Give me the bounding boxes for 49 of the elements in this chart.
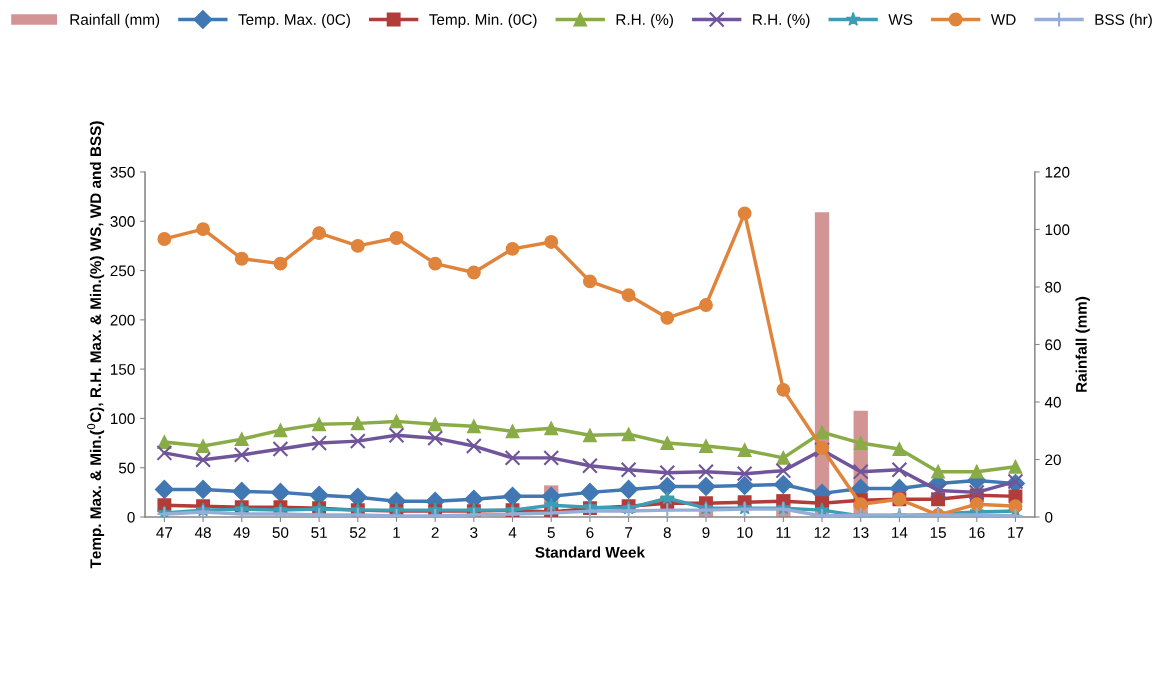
y2-tick-label: 60 [1045, 339, 1061, 351]
y2-tick-label: 0 [1045, 511, 1053, 523]
y-tick-label: 350 [110, 166, 135, 178]
y-tick-label: 300 [110, 216, 135, 227]
legend-label: R.H. (%) [616, 13, 673, 28]
x-tick-label: 14 [892, 527, 908, 538]
x-tick-label: 6 [586, 527, 594, 538]
x-axis-title: Standard Week [535, 546, 645, 558]
y2-tick-label: 100 [1045, 224, 1070, 236]
legend-label: R.H. (%) [753, 13, 810, 28]
x-tick-label: 12 [814, 527, 830, 538]
legend-label: WS [888, 14, 913, 25]
y2-tick-label: 20 [1045, 454, 1061, 466]
x-tick-label: 11 [776, 527, 791, 538]
y2-tick-label: 120 [1045, 166, 1070, 178]
x-tick-label: 17 [1008, 527, 1024, 538]
legend-label: Rainfall (mm) [70, 13, 160, 28]
y-tick-label: 50 [118, 462, 135, 474]
x-tick-label: 7 [625, 527, 633, 538]
x-tick-label: 51 [311, 527, 327, 538]
y-tick-label: 250 [110, 265, 135, 277]
x-tick-label: 16 [969, 527, 985, 538]
y2-tick-label: 80 [1045, 281, 1061, 293]
legend-label: Temp. Min. (0C) [429, 13, 537, 28]
legend-label: WD [990, 14, 1016, 25]
legend-label: BSS (hr) [1095, 13, 1152, 28]
x-tick-label: 5 [547, 527, 555, 538]
x-tick-label: 9 [702, 527, 710, 538]
x-tick-label: 1 [393, 527, 400, 538]
x-tick-label: 48 [194, 527, 211, 538]
legend-label: Temp. Max. (0C) [238, 13, 350, 28]
y-tick-label: 200 [110, 314, 135, 326]
x-tick-label: 50 [272, 527, 289, 538]
x-tick-label: 2 [431, 527, 439, 538]
x-tick-label: 47 [156, 527, 173, 538]
x-tick-label: 3 [470, 527, 478, 538]
x-tick-label: 52 [349, 527, 366, 538]
x-tick-label: 15 [930, 527, 946, 538]
y-tick-label: 0 [127, 511, 135, 523]
x-tick-label: 49 [233, 527, 250, 538]
y-tick-label: 100 [110, 413, 135, 425]
y-tick-label: 150 [110, 364, 135, 375]
y2-tick-label: 40 [1044, 396, 1061, 408]
y2-axis-title: Rainfall (mm) [1075, 296, 1090, 392]
x-tick-label: 4 [508, 527, 517, 538]
x-tick-label: 8 [663, 527, 671, 538]
y-axis-title: Temp. Max. & Min.($^{0}$C), R.H. Max. & Min.(%) WS, WD and BSS) [87, 121, 105, 569]
x-tick-label: 10 [737, 527, 753, 538]
x-tick-label: 13 [853, 527, 869, 538]
